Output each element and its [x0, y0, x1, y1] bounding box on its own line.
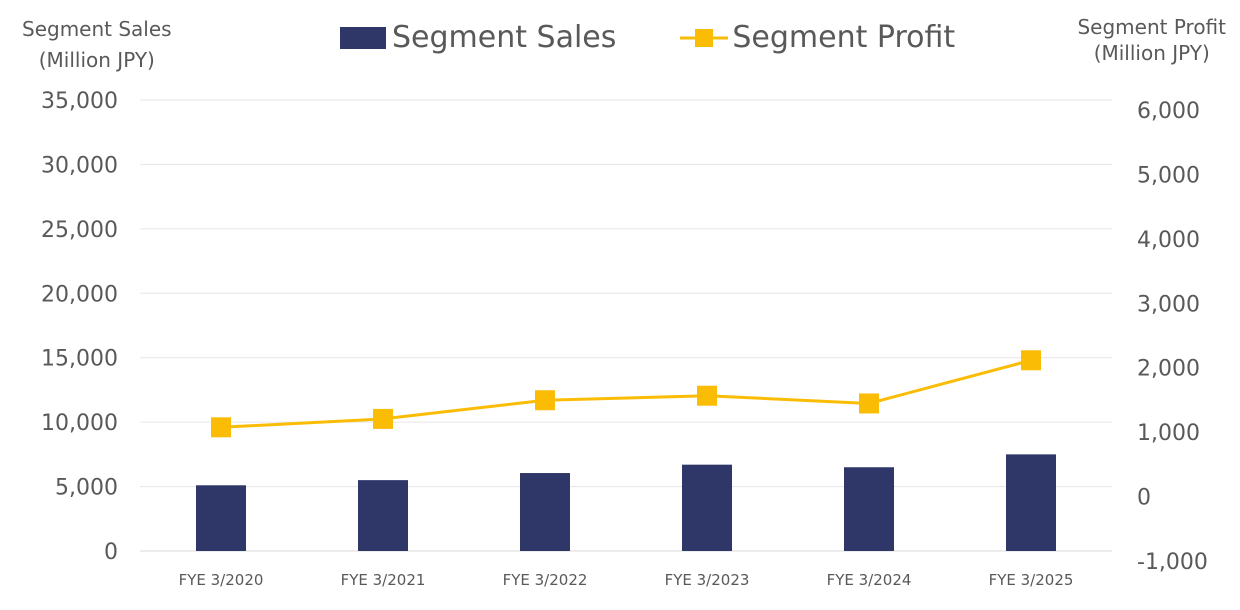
right-axis-title: Segment Profit (Million JPY) [1077, 14, 1226, 66]
x-tick-label: FYE 3/2025 [989, 571, 1074, 589]
legend-swatch-profit [680, 28, 729, 47]
legend-item-profit: Segment Profit [678, 20, 955, 55]
left-axis-title-line2: (Million JPY) [38, 48, 155, 72]
right-tick-label: 1,000 [1137, 421, 1200, 446]
left-tick-label: 30,000 [41, 153, 118, 178]
point-segment-profit [535, 390, 555, 411]
bar-segment-sales [196, 485, 246, 551]
right-tick-label: 6,000 [1137, 99, 1200, 124]
left-tick-label: 35,000 [41, 89, 118, 114]
left-axis-title: Segment Sales (Million JPY) [22, 14, 172, 76]
point-segment-profit [859, 393, 879, 414]
legend-item-sales: Segment Sales [340, 20, 616, 55]
right-axis-title-line2: (Million JPY) [1093, 41, 1210, 65]
left-tick-label: 15,000 [41, 347, 118, 372]
point-segment-profit [373, 408, 393, 429]
right-tick-label: 2,000 [1137, 357, 1200, 382]
bar-segment-sales [844, 467, 894, 551]
legend-label-sales: Segment Sales [392, 20, 617, 55]
left-tick-label: 5,000 [55, 476, 118, 501]
right-tick-label: -1,000 [1137, 550, 1208, 575]
right-tick-label: 3,000 [1137, 292, 1200, 317]
line-segment-profit [220, 358, 1032, 429]
x-tick-label: FYE 3/2021 [341, 571, 426, 589]
left-tick-label: 25,000 [41, 218, 118, 243]
left-tick-label: 0 [104, 540, 118, 565]
point-segment-profit [697, 385, 717, 406]
right-tick-label: 5,000 [1137, 163, 1200, 188]
bar-segment-sales [1006, 454, 1056, 551]
x-tick-label: FYE 3/2022 [503, 571, 588, 589]
x-tick-label: FYE 3/2020 [179, 571, 264, 589]
left-axis-title-line1: Segment Sales [22, 17, 172, 41]
bar-segment-sales [358, 480, 408, 551]
legend-swatch-sales [340, 26, 386, 49]
x-tick-label: FYE 3/2023 [665, 571, 750, 589]
right-tick-label: 0 [1137, 486, 1151, 511]
legend-label-profit: Segment Profit [732, 20, 956, 55]
left-tick-label: 10,000 [41, 411, 118, 436]
x-tick-label: FYE 3/2024 [827, 571, 912, 589]
bar-segment-sales [520, 473, 570, 551]
legend: Segment Sales Segment Profit [340, 20, 1017, 55]
bar-segment-sales [682, 464, 732, 551]
right-axis-title-line1: Segment Profit [1077, 15, 1226, 39]
left-tick-label: 20,000 [41, 282, 118, 307]
right-tick-label: 4,000 [1137, 228, 1200, 253]
point-segment-profit [211, 417, 231, 438]
point-segment-profit [1021, 350, 1041, 371]
